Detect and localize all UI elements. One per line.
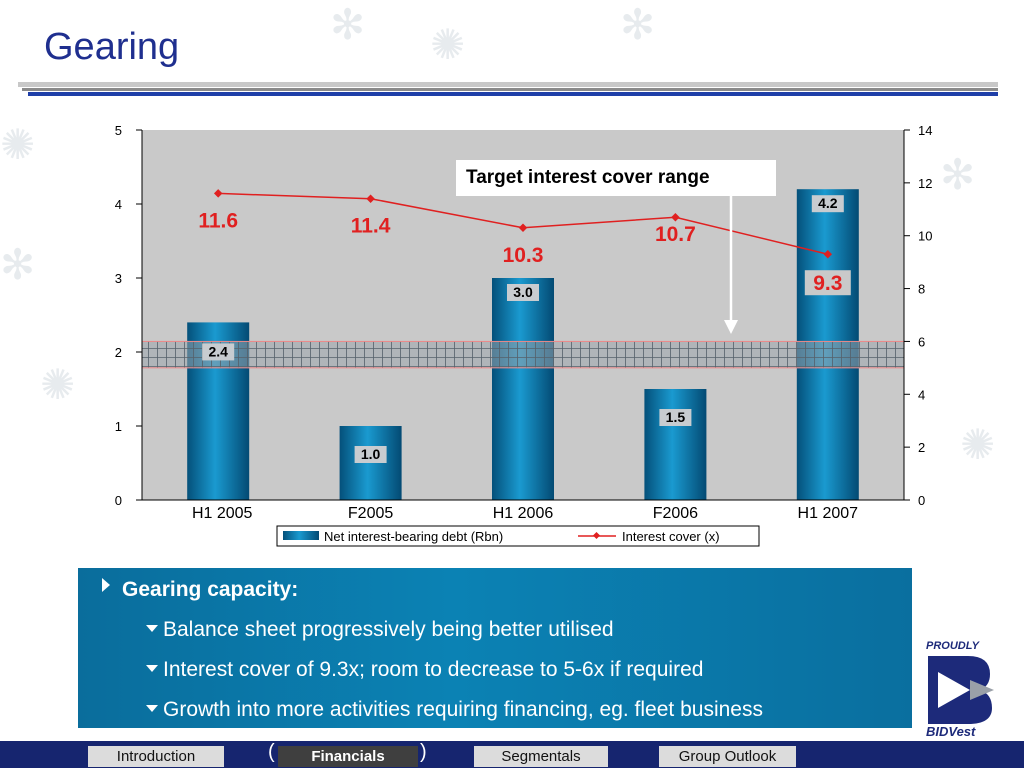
decorative-flower-icon: ✻ — [620, 0, 656, 49]
nav-tab-introduction[interactable]: Introduction — [88, 746, 224, 767]
bar-value-label: 3.0 — [513, 284, 533, 300]
info-bullet-text: Balance sheet progressively being better… — [163, 618, 614, 641]
footer-nav: Introduction ( Financials ) Segmentals G… — [0, 741, 1024, 768]
info-bullet-text: Interest cover of 9.3x; room to decrease… — [163, 658, 704, 681]
triangle-down-icon — [146, 664, 158, 672]
target-band — [141, 340, 905, 369]
info-bullet: Balance sheet progressively being better… — [146, 618, 614, 642]
interest-cover-point — [366, 194, 375, 203]
left-axis-tick-label: 0 — [115, 493, 122, 508]
legend-label-cover: Interest cover (x) — [622, 529, 720, 544]
nav-tab-group-outlook[interactable]: Group Outlook — [659, 746, 796, 767]
info-bullet: Growth into more activities requiring fi… — [146, 698, 763, 722]
logo-top-text: PROUDLY — [926, 640, 979, 652]
decorative-flower-icon: ✺ — [430, 20, 466, 69]
bar-value-box — [354, 446, 387, 463]
legend-marker — [592, 531, 601, 540]
nav-bracket-right: ) — [420, 741, 427, 763]
bar-value-box — [507, 284, 539, 301]
triangle-down-icon — [146, 624, 158, 632]
logo-b-mark — [928, 656, 994, 724]
info-bullet: Interest cover of 9.3x; room to decrease… — [146, 658, 703, 682]
chart-legend: Net interest-bearing debt (Rbn) Interest… — [276, 525, 760, 547]
bar — [492, 278, 554, 500]
decorative-flower-icon: ✻ — [0, 240, 36, 289]
bidvest-logo: PROUDLY BIDVest — [922, 640, 1002, 740]
nav-tab-segmentals[interactable]: Segmentals — [474, 746, 608, 767]
line-value-label: 9.3 — [813, 272, 842, 295]
line-value-label: 11.6 — [198, 209, 238, 232]
bar-value-label: 1.0 — [361, 446, 381, 462]
decorative-flower-icon: ✺ — [40, 360, 76, 409]
page-title: Gearing — [44, 26, 180, 68]
bar-value-label: 4.2 — [818, 195, 838, 211]
bar-value-box — [202, 343, 235, 361]
title-divider — [28, 92, 998, 96]
triangle-down-icon — [146, 704, 158, 712]
bar — [644, 389, 707, 500]
interest-cover-point — [213, 189, 223, 198]
left-axis-tick-label: 3 — [115, 271, 122, 286]
bar-value-box — [659, 409, 692, 426]
info-panel: Gearing capacity: Balance sheet progress… — [78, 568, 912, 728]
decorative-flower-icon: ✺ — [0, 120, 36, 169]
right-axis-tick-label: 6 — [918, 334, 925, 349]
right-axis-tick-label: 12 — [918, 176, 932, 191]
legend-label-debt: Net interest-bearing debt (Rbn) — [324, 529, 503, 544]
left-axis-tick-label: 4 — [115, 197, 122, 212]
title-divider — [18, 82, 998, 87]
x-axis-tick-label: H1 2005 — [192, 505, 253, 522]
decorative-flower-icon: ✻ — [940, 150, 976, 199]
right-axis-tick-label: 4 — [918, 387, 925, 402]
info-heading: Gearing capacity: — [122, 578, 299, 601]
target-range-label: Target interest cover range — [456, 160, 776, 196]
line-value-label: 10.7 — [655, 223, 696, 246]
x-axis-tick-label: F2005 — [348, 505, 393, 522]
bar-value-label: 1.5 — [666, 409, 686, 425]
x-axis-tick-label: F2006 — [653, 505, 698, 522]
left-axis-tick-label: 1 — [115, 419, 122, 434]
decorative-flower-icon: ✺ — [960, 420, 996, 469]
decorative-flower-icon: ✻ — [330, 0, 366, 49]
line-value-label: 11.4 — [351, 215, 391, 238]
x-axis-tick-label: H1 2006 — [493, 505, 554, 522]
triangle-right-icon — [102, 578, 110, 592]
right-axis-tick-label: 8 — [918, 282, 925, 297]
info-bullet-text: Growth into more activities requiring fi… — [163, 698, 763, 721]
left-axis-tick-label: 5 — [115, 123, 122, 138]
target-arrow-head — [724, 320, 738, 334]
legend-bar-swatch — [283, 531, 319, 540]
nav-bracket-left: ( — [268, 741, 275, 763]
left-axis-tick-label: 2 — [115, 345, 122, 360]
line-value-label: 10.3 — [503, 244, 544, 267]
bar-value-label: 2.4 — [208, 343, 228, 359]
right-axis-tick-label: 0 — [918, 493, 925, 508]
line-value-box — [804, 270, 851, 296]
logo-brand-text: BIDVest — [926, 724, 976, 739]
nav-tab-financials[interactable]: Financials — [278, 746, 418, 767]
x-axis-tick-label: H1 2007 — [798, 505, 859, 522]
bar-value-box — [811, 195, 844, 213]
right-axis-tick-label: 10 — [918, 229, 932, 244]
title-divider — [22, 88, 998, 91]
right-axis-tick-label: 2 — [918, 440, 925, 455]
right-axis-tick-label: 14 — [918, 123, 932, 138]
